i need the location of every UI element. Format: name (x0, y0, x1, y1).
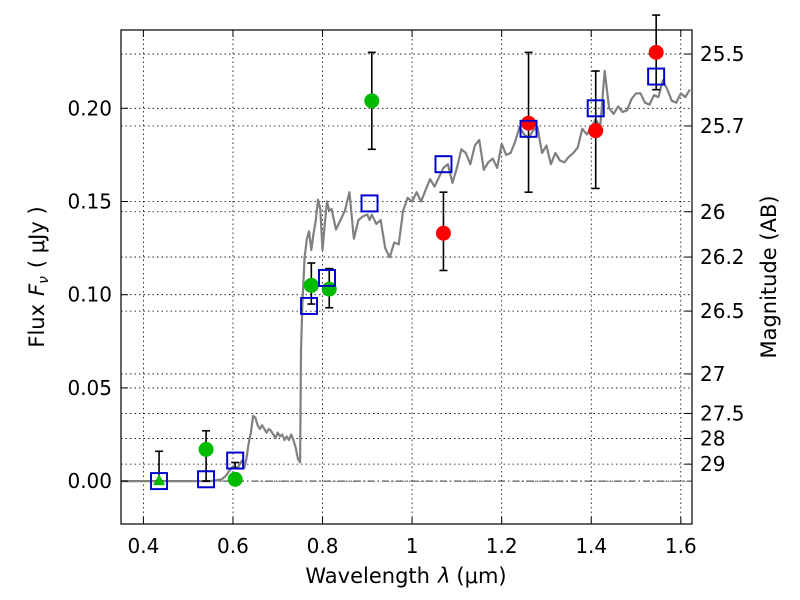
mag-tick-label: 28 (700, 426, 725, 450)
model-point-outline (360, 194, 379, 213)
mag-tick-label: 26.2 (700, 245, 745, 269)
mag-tick-label: 27 (700, 362, 725, 386)
model-point-outline (197, 470, 215, 489)
model-point-outline (647, 67, 666, 86)
x-axis-label: Wavelength λ (μm) (305, 564, 506, 588)
model-point-outline (434, 155, 453, 174)
axis-ticks (121, 30, 692, 524)
mag-tick-label: 27.5 (700, 401, 745, 425)
data-point (648, 44, 664, 60)
x-tick-labels: 0.4 0.6 0.8 1 1.2 1.4 1.6 (127, 534, 696, 558)
model-spectrum-line (121, 69, 691, 483)
mag-tick-label: 25.5 (700, 42, 745, 66)
x-tick-label: 0.4 (127, 534, 159, 558)
model-point-outline (150, 472, 168, 491)
model-point (360, 194, 379, 213)
x-tick-label: 1 (406, 534, 419, 558)
x-tick-label: 0.6 (217, 534, 249, 558)
model-point-outline (519, 119, 538, 138)
mag-tick-label: 29 (700, 452, 725, 476)
data-point (303, 277, 319, 293)
y-axis-label: FluxFν( μJy ) (25, 206, 52, 347)
y-tick-label: 0.10 (67, 283, 112, 307)
y-tick-label: 0.05 (67, 376, 112, 400)
data-point (435, 225, 451, 241)
upper-limit-point (153, 474, 166, 486)
mag-tick-label: 26.5 (700, 299, 745, 323)
model-point-outline (226, 451, 245, 470)
data-point (198, 441, 214, 457)
data-markers (150, 44, 666, 491)
model-spectrum-group (121, 69, 691, 483)
data-point (227, 471, 243, 487)
x-tick-label: 0.8 (307, 534, 339, 558)
mag-tick-label: 26 (700, 200, 725, 224)
x-tick-label: 1.6 (665, 534, 697, 558)
data-point (364, 93, 380, 109)
y2-axis-label: Magnitude (AB) (757, 195, 781, 358)
model-point-outline (586, 99, 605, 118)
data-point (588, 123, 604, 139)
model-point-outline (300, 296, 318, 315)
y-tick-label: 0.00 (67, 469, 112, 493)
y-tick-label: 0.20 (67, 96, 112, 120)
mag-tick-label: 25.7 (700, 114, 745, 138)
x-tick-label: 1.2 (486, 534, 518, 558)
x-tick-label: 1.4 (575, 534, 607, 558)
error-bars (155, 14, 661, 482)
y-tick-label: 0.15 (67, 190, 112, 214)
model-point-outline (318, 269, 336, 287)
data-point (521, 115, 537, 131)
y-tick-labels: 0.00 0.05 0.10 0.15 0.20 (67, 96, 112, 493)
plot-frame (120, 29, 693, 525)
